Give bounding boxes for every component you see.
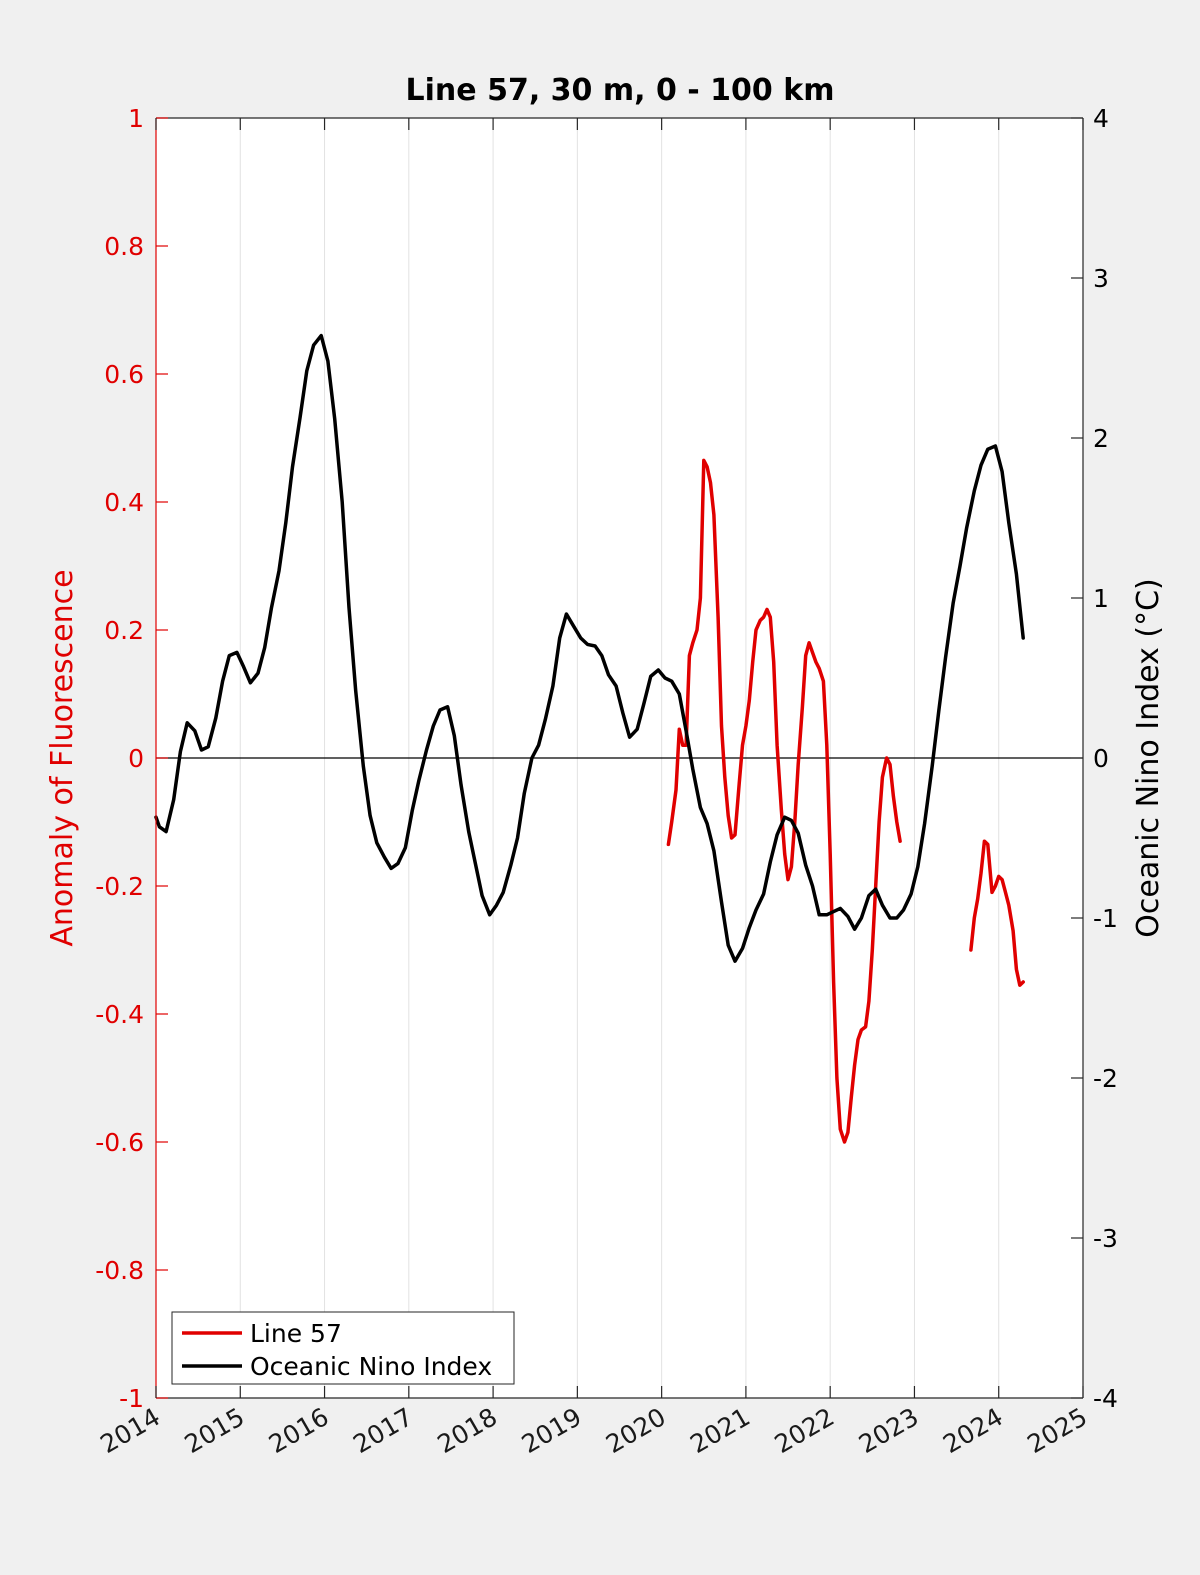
y-tick-label-left: -0.2 <box>95 872 144 901</box>
y-tick-label-right: -3 <box>1093 1224 1118 1253</box>
chart-title: Line 57, 30 m, 0 - 100 km <box>406 73 835 108</box>
x-tick-label: 2022 <box>770 1402 840 1459</box>
y-axis-label-right: Oceanic Nino Index (°C) <box>1131 578 1166 938</box>
legend: Line 57 Oceanic Nino Index <box>171 1311 515 1385</box>
y-tick-label-left: -0.4 <box>95 1000 144 1029</box>
y-tick-label-right: 1 <box>1093 584 1109 613</box>
y-tick-label-left: 0.2 <box>104 616 144 645</box>
x-tick-label: 2024 <box>938 1402 1008 1459</box>
x-tick-label: 2015 <box>180 1402 250 1459</box>
y-tick-label-right: -1 <box>1093 904 1118 933</box>
y-tick-label-right: -4 <box>1093 1384 1118 1413</box>
y-tick-label-right: 4 <box>1093 104 1109 133</box>
x-tick-label: 2016 <box>264 1402 334 1459</box>
series-line-oni-segment-0 <box>154 333 1025 963</box>
y-tick-label-right: -2 <box>1093 1064 1118 1093</box>
x-tick-label: 2021 <box>685 1402 755 1459</box>
x-tick-label: 2019 <box>517 1402 587 1459</box>
y-tick-label-left: -1 <box>119 1384 144 1413</box>
x-tick-label: 2025 <box>1022 1402 1092 1459</box>
x-tick-label: 2017 <box>348 1402 418 1459</box>
y-tick-label-left: 0.4 <box>104 488 144 517</box>
y-tick-label-left: 0.8 <box>104 232 144 261</box>
legend-label-line57: Line 57 <box>250 1319 342 1348</box>
x-tick-label: 2023 <box>854 1402 924 1459</box>
series-lines <box>154 333 1025 1144</box>
series-line-line57-segment-1 <box>969 839 1025 987</box>
y-tick-label-left: -0.6 <box>95 1128 144 1157</box>
y-tick-label-left: -0.8 <box>95 1256 144 1285</box>
x-tick-label: 2018 <box>432 1402 502 1459</box>
y-axis-label-left: Anomaly of Fluorescence <box>45 569 80 946</box>
y-tick-label-right: 2 <box>1093 424 1109 453</box>
y-tick-label-left: 1 <box>128 104 144 133</box>
legend-box <box>171 1311 515 1385</box>
legend-label-oni: Oceanic Nino Index <box>250 1352 492 1381</box>
y-tick-label-left: 0.6 <box>104 360 144 389</box>
y-tick-label-right: 0 <box>1093 744 1109 773</box>
series-line-line57-segment-0 <box>666 458 902 1144</box>
x-tick-label: 2020 <box>601 1402 671 1459</box>
y-tick-label-left: 0 <box>128 744 144 773</box>
y-tick-label-right: 3 <box>1093 264 1109 293</box>
